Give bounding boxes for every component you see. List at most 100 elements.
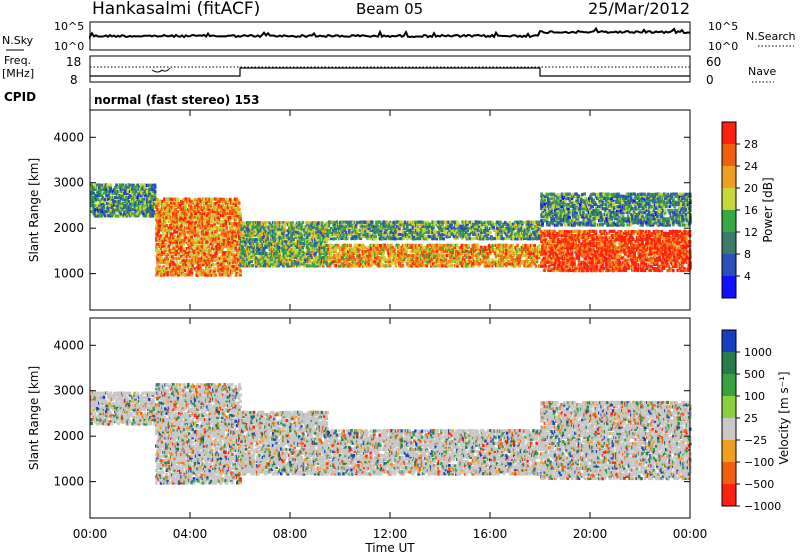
noise-right-bottom: 10^0 [708, 40, 738, 53]
echo-cell [176, 231, 179, 234]
echo-cell [512, 248, 515, 251]
echo-cell [177, 198, 180, 201]
freq-right-bottom: 0 [706, 73, 714, 87]
echo-cell [292, 238, 295, 241]
echo-cell [220, 237, 223, 240]
echo-cell [334, 237, 337, 240]
echo-cell [177, 210, 180, 213]
nsearch-label: N.Search [746, 30, 796, 43]
echo-cell [331, 244, 334, 247]
echo-cell [238, 208, 241, 211]
echo-cell [527, 244, 530, 247]
echo-cell [129, 194, 132, 197]
echo-cell [332, 260, 335, 263]
echo-cell [161, 216, 164, 219]
freq-line [90, 68, 690, 76]
echo-cell [399, 237, 402, 240]
echo-cell [147, 214, 150, 217]
echo-cell [535, 265, 538, 268]
echo-cell [115, 214, 118, 217]
echo-cell [168, 244, 171, 247]
echo-cell [175, 236, 178, 239]
echo-cell [110, 183, 113, 186]
echo-cell [167, 257, 170, 260]
echo-cell [212, 263, 215, 266]
echo-cell [410, 229, 413, 232]
echo-cell [462, 256, 465, 259]
echo-cell [468, 256, 471, 259]
echo-cell [194, 198, 197, 201]
echo-cell [171, 198, 174, 201]
echo-cell [442, 237, 445, 240]
echo-cell [356, 221, 359, 224]
date-title: 25/Mar/2012 [588, 0, 690, 18]
echo-cell [533, 244, 536, 247]
echo-cell [198, 208, 201, 211]
echo-cell [184, 269, 187, 272]
echo-cell [99, 184, 102, 187]
echo-cell [191, 239, 194, 242]
echo-cell [422, 221, 425, 224]
beam-title: Beam 05 [356, 0, 423, 18]
echo-cell [451, 264, 454, 267]
echo-cell [97, 198, 100, 201]
echo-cell [214, 274, 217, 277]
echo-cell [349, 244, 352, 247]
echo-cell [488, 258, 491, 261]
echo-cell [538, 244, 541, 247]
echo-cell [300, 234, 303, 237]
echo-cell [274, 225, 277, 228]
echo-cell [240, 231, 243, 234]
echo-cell [164, 243, 167, 246]
echo-cell [448, 264, 451, 267]
echo-cell [468, 244, 471, 247]
echo-cell [251, 264, 254, 267]
echo-cell [389, 258, 392, 261]
echo-cell [188, 220, 191, 223]
echo-cell [306, 221, 309, 224]
noise-right-top: 10^5 [708, 20, 738, 33]
echo-cell [222, 198, 225, 201]
echo-cell [256, 242, 259, 245]
echo-cell [115, 184, 118, 187]
echo-cell [386, 221, 389, 224]
echo-cell [238, 202, 241, 205]
echo-cell [239, 212, 242, 215]
echo-cell [90, 210, 93, 213]
cpid-label: CPID [4, 90, 36, 104]
echo-cell [379, 256, 382, 259]
echo-cell [170, 212, 173, 215]
echo-cell [381, 263, 384, 266]
echo-cell [244, 222, 247, 225]
station-title: Hankasalmi (fitACF) [92, 0, 260, 19]
echo-cell [491, 258, 494, 261]
echo-cell [266, 221, 269, 224]
echo-cell [161, 237, 164, 240]
echo-cell [461, 244, 464, 247]
echo-cell [371, 221, 374, 224]
echo-cell [172, 261, 175, 264]
cpid-value: normal (fast stereo) 153 [94, 93, 260, 107]
echo-cell [422, 264, 425, 267]
echo-cell [154, 196, 157, 199]
echo-cell [403, 237, 406, 240]
power-echo-layer [90, 183, 692, 277]
echo-cell [420, 244, 423, 247]
freq-glitch [152, 68, 170, 72]
echo-cell [317, 221, 320, 224]
echo-cell [321, 222, 324, 225]
echo-cell [133, 186, 136, 189]
echo-cell [120, 212, 123, 215]
nave-label: Nave [748, 65, 776, 78]
echo-cell [364, 246, 367, 249]
echo-cell [154, 190, 157, 193]
echo-cell [402, 264, 405, 267]
echo-cell [239, 269, 242, 272]
echo-cell [473, 244, 476, 247]
noise-left-top: 10^5 [54, 20, 84, 33]
echo-cell [237, 273, 240, 276]
echo-cell [335, 264, 338, 267]
echo-cell [203, 198, 206, 201]
echo-cell [114, 196, 117, 199]
echo-cell [191, 271, 194, 274]
